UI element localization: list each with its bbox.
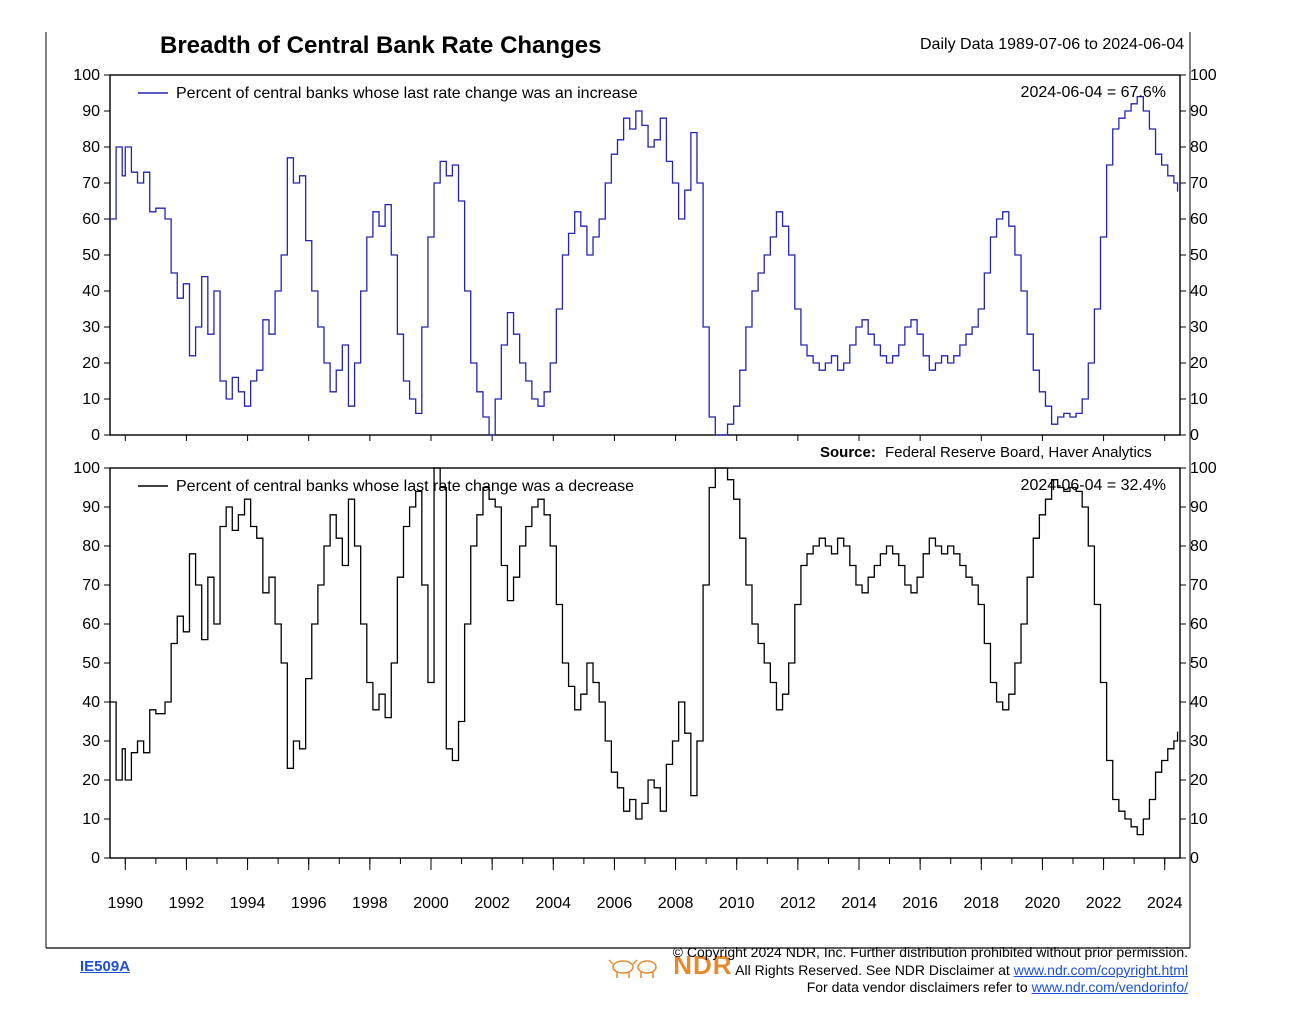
svg-text:2012: 2012 xyxy=(780,895,816,912)
svg-text:40: 40 xyxy=(1190,283,1208,300)
svg-text:30: 30 xyxy=(1190,733,1208,750)
svg-text:30: 30 xyxy=(82,733,100,750)
svg-text:0: 0 xyxy=(91,427,100,444)
chart-code-link[interactable]: IE509A xyxy=(80,958,130,975)
svg-text:2024: 2024 xyxy=(1147,895,1183,912)
svg-text:2016: 2016 xyxy=(902,895,938,912)
vendorinfo-link[interactable]: www.ndr.com/vendorinfo/ xyxy=(1032,979,1188,995)
svg-text:100: 100 xyxy=(73,460,100,477)
disclaimer-link[interactable]: www.ndr.com/copyright.html xyxy=(1014,962,1188,978)
copyright-line3: For data vendor disclaimers refer to www… xyxy=(673,979,1188,997)
svg-text:1996: 1996 xyxy=(291,895,327,912)
svg-text:2000: 2000 xyxy=(413,895,449,912)
svg-text:100: 100 xyxy=(1190,460,1217,477)
svg-text:60: 60 xyxy=(82,616,100,633)
svg-text:70: 70 xyxy=(82,577,100,594)
svg-text:80: 80 xyxy=(82,139,100,156)
svg-text:60: 60 xyxy=(1190,616,1208,633)
svg-text:40: 40 xyxy=(82,283,100,300)
svg-text:70: 70 xyxy=(1190,175,1208,192)
svg-text:10: 10 xyxy=(82,811,100,828)
chart-canvas: 0010102020303040405050606070708080909010… xyxy=(0,0,1314,1012)
svg-text:20: 20 xyxy=(1190,355,1208,372)
svg-text:1992: 1992 xyxy=(169,895,205,912)
ndr-bull-bear-icon xyxy=(605,952,665,982)
svg-text:2024-06-04 = 67.6%: 2024-06-04 = 67.6% xyxy=(1021,84,1166,101)
svg-text:2020: 2020 xyxy=(1025,895,1061,912)
svg-text:2002: 2002 xyxy=(474,895,510,912)
svg-text:0: 0 xyxy=(91,850,100,867)
copyright-line2: All Rights Reserved. See NDR Disclaimer … xyxy=(673,962,1188,980)
svg-text:2024-06-04 = 32.4%: 2024-06-04 = 32.4% xyxy=(1021,477,1166,494)
svg-text:90: 90 xyxy=(82,103,100,120)
svg-text:Percent of central banks whose: Percent of central banks whose last rate… xyxy=(176,85,638,102)
svg-text:100: 100 xyxy=(1190,67,1217,84)
svg-text:20: 20 xyxy=(82,772,100,789)
svg-text:Percent of central banks whose: Percent of central banks whose last rate… xyxy=(176,478,634,495)
svg-text:1994: 1994 xyxy=(230,895,266,912)
svg-text:50: 50 xyxy=(1190,247,1208,264)
svg-text:2008: 2008 xyxy=(658,895,694,912)
svg-text:10: 10 xyxy=(1190,391,1208,408)
svg-text:2018: 2018 xyxy=(963,895,999,912)
footer-copyright: © Copyright 2024 NDR, Inc. Further distr… xyxy=(673,944,1188,997)
svg-text:80: 80 xyxy=(1190,139,1208,156)
svg-text:50: 50 xyxy=(1190,655,1208,672)
svg-text:40: 40 xyxy=(82,694,100,711)
svg-text:30: 30 xyxy=(1190,319,1208,336)
svg-text:2006: 2006 xyxy=(597,895,633,912)
svg-text:2022: 2022 xyxy=(1086,895,1122,912)
svg-text:0: 0 xyxy=(1190,850,1199,867)
svg-text:20: 20 xyxy=(82,355,100,372)
svg-text:10: 10 xyxy=(82,391,100,408)
svg-text:80: 80 xyxy=(82,538,100,555)
svg-text:70: 70 xyxy=(1190,577,1208,594)
svg-text:30: 30 xyxy=(82,319,100,336)
svg-text:50: 50 xyxy=(82,655,100,672)
svg-text:10: 10 xyxy=(1190,811,1208,828)
svg-text:90: 90 xyxy=(1190,499,1208,516)
copyright-line1: © Copyright 2024 NDR, Inc. Further distr… xyxy=(673,944,1188,962)
svg-text:40: 40 xyxy=(1190,694,1208,711)
svg-text:2014: 2014 xyxy=(841,895,877,912)
svg-text:50: 50 xyxy=(82,247,100,264)
svg-text:Source:: Source: xyxy=(820,444,876,461)
svg-text:0: 0 xyxy=(1190,427,1199,444)
svg-text:100: 100 xyxy=(73,67,100,84)
svg-text:1998: 1998 xyxy=(352,895,388,912)
svg-text:Federal Reserve Board, Haver A: Federal Reserve Board, Haver Analytics xyxy=(885,444,1152,461)
svg-text:70: 70 xyxy=(82,175,100,192)
svg-text:20: 20 xyxy=(1190,772,1208,789)
svg-text:90: 90 xyxy=(1190,103,1208,120)
svg-text:60: 60 xyxy=(82,211,100,228)
svg-text:2010: 2010 xyxy=(719,895,755,912)
svg-text:1990: 1990 xyxy=(107,895,143,912)
svg-text:2004: 2004 xyxy=(535,895,571,912)
svg-text:90: 90 xyxy=(82,499,100,516)
svg-text:80: 80 xyxy=(1190,538,1208,555)
svg-text:60: 60 xyxy=(1190,211,1208,228)
